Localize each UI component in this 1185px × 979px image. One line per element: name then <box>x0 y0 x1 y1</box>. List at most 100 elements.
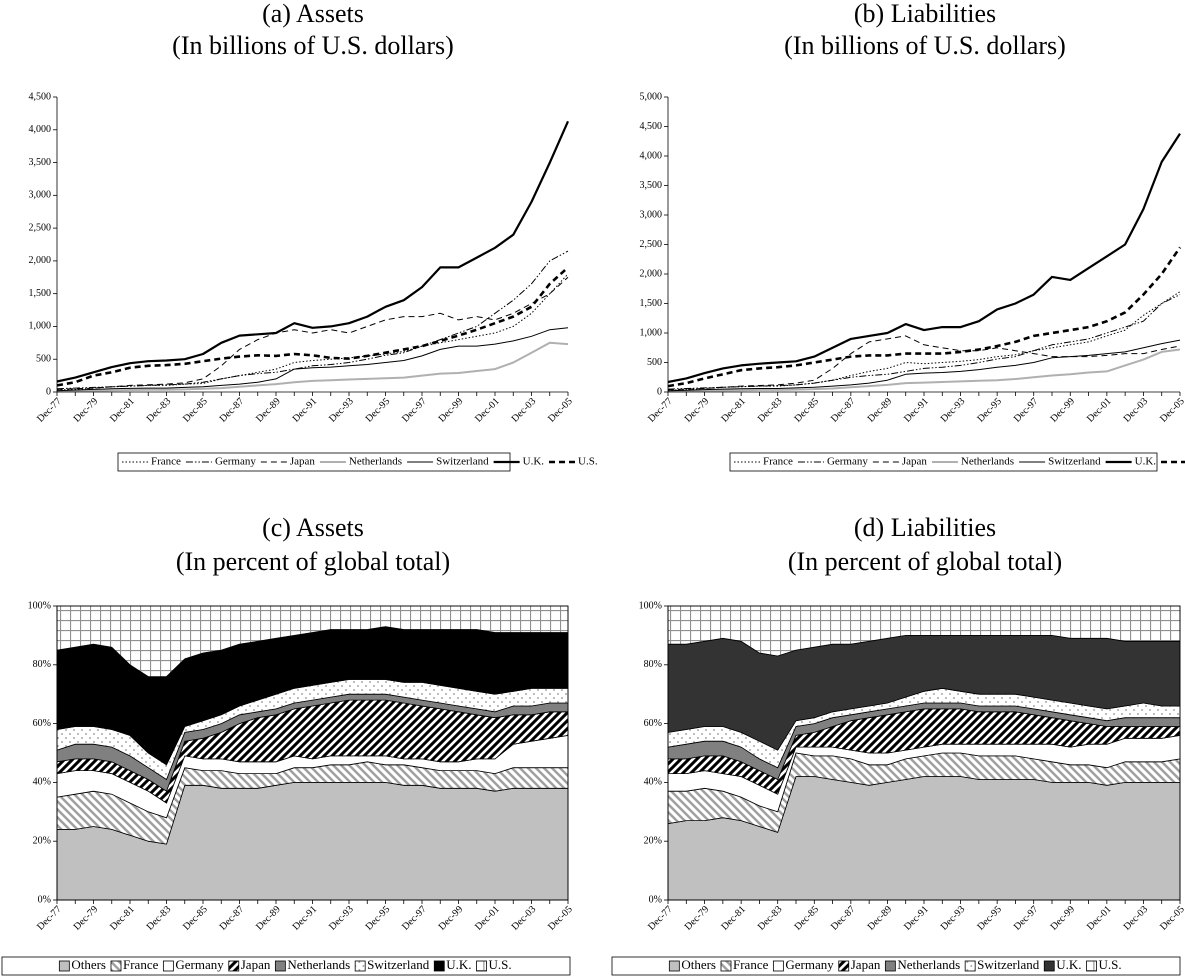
legend-swatch <box>1043 960 1055 972</box>
x-tick-label: Dec-05 <box>1158 396 1185 425</box>
y-tick-label: 4,500 <box>29 91 52 102</box>
x-tick-label: Dec-93 <box>327 396 356 425</box>
legend-swatch <box>58 960 70 972</box>
y-tick-label: 3,500 <box>29 157 52 168</box>
x-tick-label: Dec-83 <box>145 904 174 933</box>
chart-subtitle: (In billions of U.S. dollars) <box>784 31 1066 60</box>
series-line <box>667 348 1181 393</box>
y-tick-label: 1,000 <box>29 321 52 332</box>
legend-swatch <box>162 960 174 972</box>
y-tick-label: 2,000 <box>640 268 663 279</box>
x-tick-label: Dec-99 <box>1048 396 1077 425</box>
legend-label: U.K. <box>523 456 545 468</box>
x-tick-label: Dec-79 <box>683 396 712 425</box>
y-tick-label: 2,000 <box>29 255 52 266</box>
x-tick-label: Dec-89 <box>866 904 895 933</box>
legend-swatch <box>274 960 286 972</box>
x-tick-label: Dec-83 <box>756 396 785 425</box>
y-tick-label: 0 <box>657 386 662 397</box>
x-tick-label: Dec-79 <box>72 904 101 933</box>
x-tick-label: Dec-79 <box>683 904 712 933</box>
x-tick-label: Dec-99 <box>1048 904 1077 933</box>
legend-label: Germany <box>215 456 256 468</box>
y-tick-label: 4,000 <box>640 150 663 161</box>
x-tick-label: Dec-01 <box>473 396 502 425</box>
x-tick-label: Dec-97 <box>400 904 429 933</box>
x-tick-label: Dec-77 <box>646 904 675 933</box>
x-tick-label: Dec-05 <box>546 904 575 933</box>
series-line <box>667 291 1181 391</box>
x-tick-label: Dec-03 <box>510 904 539 933</box>
y-tick-label: 0% <box>649 894 662 905</box>
x-tick-label: Dec-81 <box>108 904 137 933</box>
x-tick-label: Dec-95 <box>364 904 393 933</box>
legend-label: U.S. <box>578 456 598 468</box>
legend-label: U.S. <box>489 957 512 972</box>
x-tick-label: Dec-79 <box>72 396 101 425</box>
legend-label: Japan <box>851 957 881 972</box>
chart-subtitle: (In billions of U.S. dollars) <box>172 31 454 60</box>
x-tick-label: Dec-03 <box>510 396 539 425</box>
legend-label: Germany <box>175 957 224 972</box>
x-tick-label: Dec-77 <box>646 396 675 425</box>
x-tick-label: Dec-89 <box>866 396 895 425</box>
x-tick-label: Dec-87 <box>829 396 858 425</box>
x-tick-label: Dec-97 <box>400 396 429 425</box>
x-tick-label: Dec-93 <box>939 904 968 933</box>
legend-label: Japan <box>290 456 316 468</box>
x-tick-label: Dec-97 <box>1012 396 1041 425</box>
series-line <box>56 266 569 387</box>
legend-label: U.S. <box>1099 957 1122 972</box>
x-tick-label: Dec-89 <box>254 396 283 425</box>
panel: (b) Liabilities (In billions of U.S. doll… <box>640 0 1185 472</box>
y-tick-label: 2,500 <box>640 239 663 250</box>
y-tick-label: 40% <box>33 777 51 788</box>
y-tick-label: 80% <box>644 659 662 670</box>
x-tick-label: Dec-91 <box>902 904 931 933</box>
legend-label: U.K. <box>1135 456 1157 468</box>
legend-label: Netherlands <box>961 456 1014 468</box>
legend-box <box>611 956 1181 976</box>
legend-swatch <box>433 960 445 972</box>
series-line <box>56 327 569 392</box>
y-tick-label: 60% <box>644 718 662 729</box>
panel: (a) Assets (In billions of U.S. dollars) 0… <box>29 0 598 472</box>
legend-swatch <box>110 960 122 972</box>
y-tick-label: 3,000 <box>29 190 52 201</box>
x-tick-label: Dec-83 <box>756 904 785 933</box>
series-line <box>667 133 1181 384</box>
legend-swatch <box>838 960 850 972</box>
x-tick-label: Dec-01 <box>473 904 502 933</box>
x-tick-label: Dec-05 <box>1158 904 1185 933</box>
legend: Others France Germany Japan Netherlands Switz… <box>1 956 571 976</box>
y-tick-label: 20% <box>33 835 51 846</box>
x-tick-label: Dec-91 <box>291 396 320 425</box>
legend-swatch <box>354 960 366 972</box>
x-tick-label: Dec-77 <box>35 904 64 933</box>
series-line <box>667 335 1181 391</box>
chart-subtitle: (In percent of global total) <box>176 547 450 576</box>
legend-swatch <box>964 960 976 972</box>
x-tick-label: Dec-85 <box>792 396 821 425</box>
y-tick-label: 1,000 <box>640 327 663 338</box>
legend-label: Others <box>681 957 716 972</box>
y-tick-label: 1,500 <box>29 288 52 299</box>
legend-label: Japan <box>902 456 928 468</box>
plot-area <box>667 605 1181 901</box>
y-tick-label: 500 <box>36 354 51 365</box>
x-tick-label: Dec-89 <box>254 904 283 933</box>
x-tick-label: Dec-91 <box>902 396 931 425</box>
legend-label: France <box>763 456 793 468</box>
y-tick-label: 60% <box>33 718 51 729</box>
x-tick-label: Dec-95 <box>975 396 1004 425</box>
legend-swatch <box>1086 960 1097 972</box>
y-tick-label: 3,000 <box>640 209 663 220</box>
x-tick-label: Dec-99 <box>437 904 466 933</box>
x-tick-label: Dec-03 <box>1122 904 1151 933</box>
x-tick-label: Dec-95 <box>364 396 393 425</box>
legend-swatch <box>720 960 732 972</box>
plot-area <box>56 120 570 393</box>
legend-swatch <box>772 960 784 972</box>
